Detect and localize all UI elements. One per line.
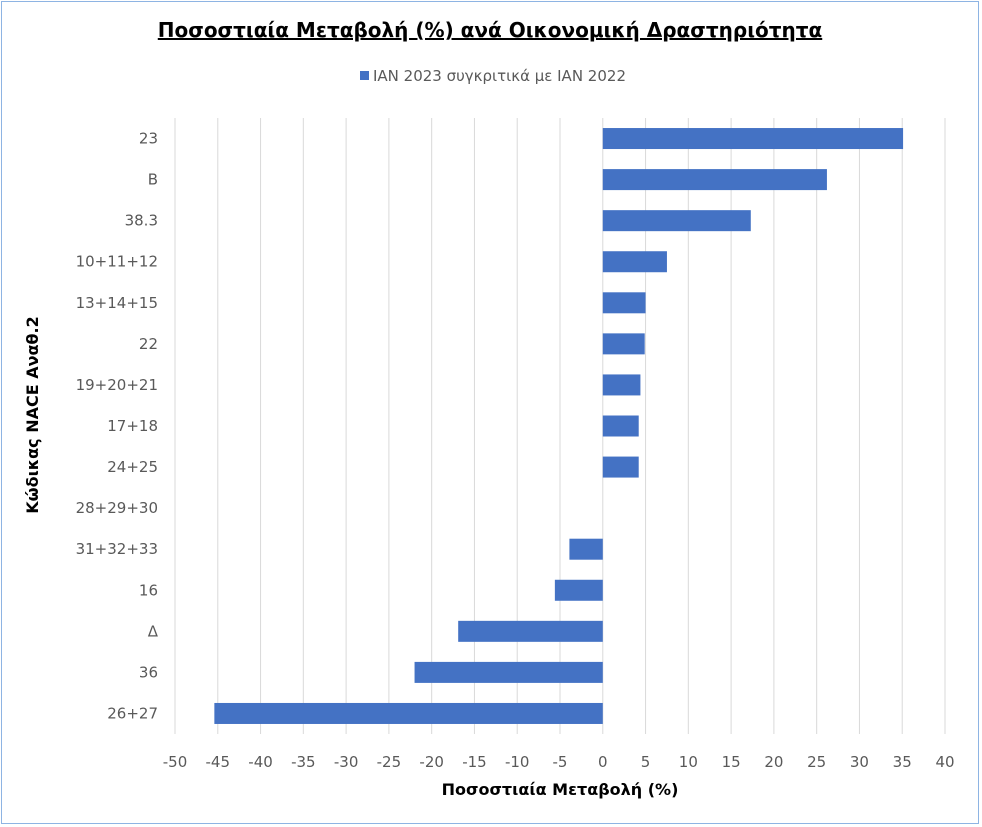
- y-tick-label: Δ: [148, 622, 159, 640]
- x-tick-label: -35: [291, 753, 316, 771]
- bar: [602, 333, 645, 355]
- y-tick-label: 19+20+21: [76, 376, 158, 394]
- x-tick-label: 25: [807, 753, 826, 771]
- bar: [602, 169, 827, 191]
- x-tick-label: 20: [764, 753, 783, 771]
- bar: [414, 661, 603, 683]
- y-tick-label: B: [148, 171, 158, 189]
- x-tick-label: -30: [334, 753, 359, 771]
- y-tick-label: 38.3: [125, 212, 158, 230]
- bar: [602, 210, 751, 232]
- legend-label: ΙΑΝ 2023 συγκριτικά με ΙΑΝ 2022: [373, 67, 626, 85]
- x-tick-labels: -50 -45 -40 -35 -30 -25 -20 -15 -10 -5 0 5 10 15 20 25 3…: [163, 753, 955, 771]
- bar: [458, 620, 603, 642]
- legend: ΙΑΝ 2023 συγκριτικά με ΙΑΝ 2022: [0, 67, 982, 85]
- x-tick-label: -20: [419, 753, 444, 771]
- y-tick-label: 24+25: [107, 458, 158, 476]
- x-tick-label: -50: [163, 753, 188, 771]
- x-tick-label: -15: [462, 753, 487, 771]
- bar: [214, 702, 603, 724]
- y-tick-label: 26+27: [107, 704, 158, 722]
- y-axis-title: Κώδικας NACE Αναθ.2: [23, 316, 42, 513]
- bar: [602, 374, 641, 396]
- y-tick-label: 13+14+15: [76, 294, 158, 312]
- x-tick-label: -45: [206, 753, 231, 771]
- x-tick-label: -40: [248, 753, 273, 771]
- bar: [602, 128, 904, 150]
- x-tick-label: 10: [679, 753, 698, 771]
- y-tick-label: 22: [139, 335, 158, 353]
- y-tick-label: 17+18: [107, 417, 158, 435]
- x-axis-title: Ποσοστιαία Μεταβολή (%): [442, 780, 679, 799]
- bar: [602, 415, 639, 437]
- y-tick-label: 28+29+30: [76, 499, 158, 517]
- x-tick-label: 30: [850, 753, 869, 771]
- y-tick-label: 10+11+12: [76, 253, 158, 271]
- x-tick-label: 5: [641, 753, 651, 771]
- y-tick-label: 16: [139, 581, 158, 599]
- bar: [602, 456, 639, 478]
- bar: [602, 251, 667, 273]
- y-tick-label: 36: [139, 663, 158, 681]
- x-tick-label: 35: [893, 753, 912, 771]
- x-tick-label: 0: [598, 753, 608, 771]
- legend-swatch: [360, 71, 369, 80]
- y-tick-labels: 23 B 38.3 10+11+12 13+14+15 22 19+20+21 17+18 24…: [76, 130, 159, 723]
- bars: [214, 128, 904, 724]
- x-tick-label: -10: [505, 753, 530, 771]
- chart-title: Ποσοστιαία Μεταβολή (%) ανά Οικονομική Δ…: [157, 18, 823, 42]
- x-tick-label: -25: [377, 753, 402, 771]
- gridlines: [174, 118, 946, 734]
- bar: [554, 579, 603, 601]
- bar: [602, 292, 646, 314]
- y-tick-label: 31+32+33: [76, 540, 158, 558]
- bar: [569, 538, 603, 560]
- x-tick-label: 40: [935, 753, 954, 771]
- x-tick-label: 15: [722, 753, 741, 771]
- y-tick-label: 23: [139, 130, 158, 148]
- x-tick-label: -5: [553, 753, 568, 771]
